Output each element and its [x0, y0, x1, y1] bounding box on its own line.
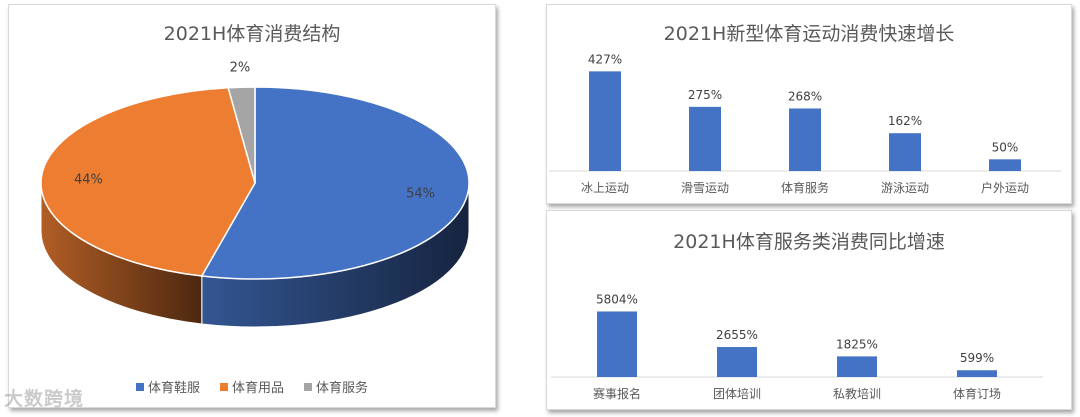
bar [589, 71, 621, 171]
bar-data-label: 162% [888, 114, 922, 128]
pie-chart-panel: 2021H体育消费结构 54% 44% 2% 体育鞋服 体育用品 体育服务 [8, 4, 496, 408]
pie-slice [200, 86, 470, 280]
legend-label: 体育服务 [316, 381, 369, 396]
pie-data-label: 2% [230, 61, 251, 76]
bar-chart-new-sports-panel: 2021H新型体育运动消费快速增长 427% 冰上运动 275% 滑雪运动 268% 体育… [546, 4, 1072, 204]
pie-slice [40, 86, 256, 277]
bar [717, 347, 757, 377]
bar-data-label: 1825% [836, 337, 878, 351]
pie-chart: 54% 44% 2% [40, 61, 470, 328]
bar-chart-services: 5804% 赛事报名 2655% 团体培训 1825% 私教培训 599% 体育订场 [551, 292, 1043, 401]
x-tick-label: 体育服务 [781, 180, 829, 195]
pie-legend: 体育鞋服 体育用品 体育服务 [9, 377, 495, 396]
bar [957, 370, 997, 377]
bar-data-label: 50% [992, 140, 1019, 154]
legend-item-shoes-apparel: 体育鞋服 [135, 377, 200, 396]
bar-data-label: 275% [688, 88, 722, 102]
x-tick-label: 户外运动 [981, 180, 1029, 195]
bar-chart-services-panel: 2021H体育服务类消费同比增速 5804% 赛事报名 2655% 团体培训 1825%… [546, 210, 1072, 410]
bar-data-label: 2655% [716, 328, 758, 342]
bar [989, 159, 1021, 171]
bar-data-label: 5804% [596, 292, 638, 306]
legend-item-services: 体育服务 [304, 377, 368, 396]
bar [889, 133, 921, 171]
x-tick-label: 滑雪运动 [681, 181, 729, 195]
x-tick-label: 体育订场 [953, 386, 1001, 401]
pie-data-label: 54% [406, 186, 435, 201]
pie-slice [227, 86, 256, 184]
bar-chart-new-sports: 427% 冰上运动 275% 滑雪运动 268% 体育服务 162% 游泳运动 50% 户外运动 [549, 52, 1061, 195]
x-tick-label: 游泳运动 [881, 181, 929, 195]
x-tick-label: 团体培训 [713, 386, 761, 401]
bar-chart-new-sports-title: 2021H新型体育运动消费快速增长 [663, 23, 955, 45]
bar [597, 311, 637, 377]
x-tick-label: 私教培训 [833, 386, 881, 401]
bar-data-label: 268% [788, 89, 822, 103]
x-tick-label: 冰上运动 [581, 181, 629, 195]
x-tick-label: 赛事报名 [593, 386, 641, 401]
legend-swatch-orange [219, 382, 228, 391]
bar-chart-services-title: 2021H体育服务类消费同比增速 [673, 231, 945, 253]
legend-label: 体育鞋服 [147, 381, 200, 396]
pie-data-label: 44% [74, 172, 103, 187]
bar-data-label: 599% [960, 351, 994, 365]
legend-item-goods: 体育用品 [219, 377, 284, 396]
pie-chart-title: 2021H体育消费结构 [163, 23, 341, 45]
bar [837, 356, 877, 377]
legend-swatch-gray [304, 382, 312, 391]
bar [789, 108, 821, 171]
watermark: 大数跨境 [4, 388, 85, 410]
legend-label: 体育用品 [231, 381, 284, 396]
bar-data-label: 427% [588, 52, 622, 66]
bar [689, 106, 721, 171]
legend-swatch-blue [135, 382, 144, 391]
